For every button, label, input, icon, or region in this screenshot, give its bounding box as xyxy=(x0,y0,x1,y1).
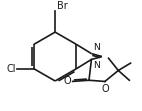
Text: Br: Br xyxy=(57,1,68,11)
Text: O: O xyxy=(101,84,109,94)
Text: Cl: Cl xyxy=(6,64,16,74)
Text: N: N xyxy=(93,61,100,70)
Text: O: O xyxy=(63,76,71,86)
Text: N: N xyxy=(93,43,100,52)
